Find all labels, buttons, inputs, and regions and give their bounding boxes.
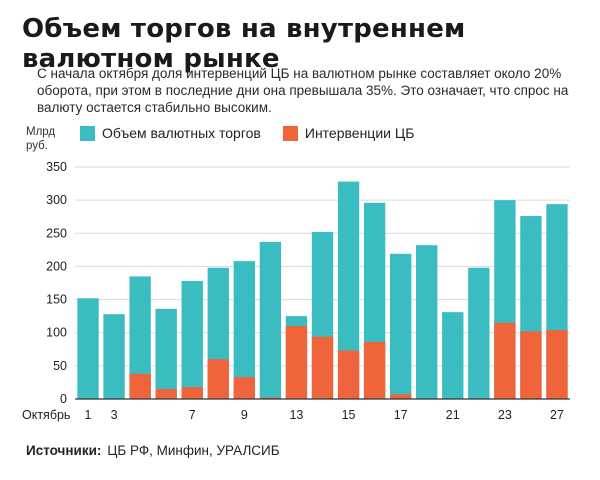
bar-interventions bbox=[155, 389, 177, 399]
x-tick-label: 1 bbox=[85, 408, 92, 422]
y-axis-unit-line1: Млрд bbox=[26, 126, 56, 138]
bar-interventions bbox=[181, 387, 203, 399]
bar-volume bbox=[103, 314, 125, 399]
bar-interventions bbox=[389, 394, 412, 399]
chart-legend: Объем валютных торгов Интервенции ЦБ bbox=[80, 125, 436, 141]
bar-interventions bbox=[129, 373, 151, 399]
legend-label-volume: Объем валютных торгов bbox=[102, 125, 261, 141]
bar-volume bbox=[155, 308, 177, 399]
bar-interventions bbox=[363, 341, 386, 399]
y-tick-label: 100 bbox=[46, 326, 67, 340]
bar-volume bbox=[468, 267, 490, 399]
source-text: ЦБ РФ, Минфин, УРАЛСИБ bbox=[107, 443, 280, 458]
y-tick-label: 0 bbox=[60, 392, 67, 406]
source-note: Источники: ЦБ РФ, Минфин, УРАЛСИБ bbox=[26, 443, 280, 458]
x-tick-label: 17 bbox=[394, 408, 408, 422]
bar-volume bbox=[233, 261, 256, 399]
x-axis-label: Октябрь bbox=[22, 408, 70, 422]
bar-volume bbox=[416, 245, 438, 399]
y-tick-label: 150 bbox=[46, 293, 67, 307]
bar-volume bbox=[77, 298, 99, 399]
legend-swatch-volume bbox=[80, 125, 95, 141]
legend-swatch-interventions bbox=[282, 125, 298, 141]
x-tick-label: 23 bbox=[498, 408, 512, 422]
x-tick-label: 3 bbox=[111, 408, 118, 422]
y-tick-label: 250 bbox=[46, 226, 67, 240]
x-tick-label: 9 bbox=[241, 408, 248, 422]
bar-interventions bbox=[259, 397, 282, 399]
bar-volume bbox=[181, 281, 203, 399]
bar-interventions bbox=[520, 331, 542, 399]
x-tick-label: 7 bbox=[189, 408, 196, 422]
bar-interventions bbox=[207, 359, 229, 399]
y-axis-unit: Млрд руб. bbox=[26, 125, 55, 153]
y-tick-label: 350 bbox=[46, 160, 67, 174]
bar-interventions bbox=[311, 336, 334, 399]
bar-volume bbox=[129, 276, 151, 399]
legend-item-interventions: Интервенции ЦБ bbox=[282, 125, 415, 141]
bar-volume bbox=[337, 181, 360, 399]
y-tick-label: 300 bbox=[46, 193, 67, 207]
legend-label-interventions: Интервенции ЦБ bbox=[304, 125, 415, 141]
bar-interventions bbox=[233, 377, 256, 399]
x-tick-label: 15 bbox=[342, 408, 356, 422]
y-tick-label: 200 bbox=[46, 259, 67, 273]
bar-volume bbox=[442, 312, 464, 399]
bar-volume bbox=[389, 253, 412, 399]
y-axis-unit-line2: руб. bbox=[26, 140, 48, 152]
bar-interventions bbox=[546, 330, 568, 399]
x-tick-label: 13 bbox=[289, 408, 303, 422]
source-label: Источники: bbox=[26, 443, 102, 458]
x-tick-label: 21 bbox=[446, 408, 460, 422]
bar-interventions bbox=[337, 350, 360, 399]
bar-interventions bbox=[285, 326, 308, 399]
chart-title: Объем торгов на внутреннем валютном рынк… bbox=[22, 14, 466, 74]
bar-interventions bbox=[494, 322, 516, 399]
legend-item-volume: Объем валютных торгов bbox=[80, 125, 261, 141]
x-tick-label: 27 bbox=[550, 408, 564, 422]
bar-volume bbox=[259, 241, 282, 399]
y-tick-label: 50 bbox=[53, 359, 67, 373]
chart-subtitle: С начала октября доля интервенций ЦБ на … bbox=[37, 66, 569, 115]
